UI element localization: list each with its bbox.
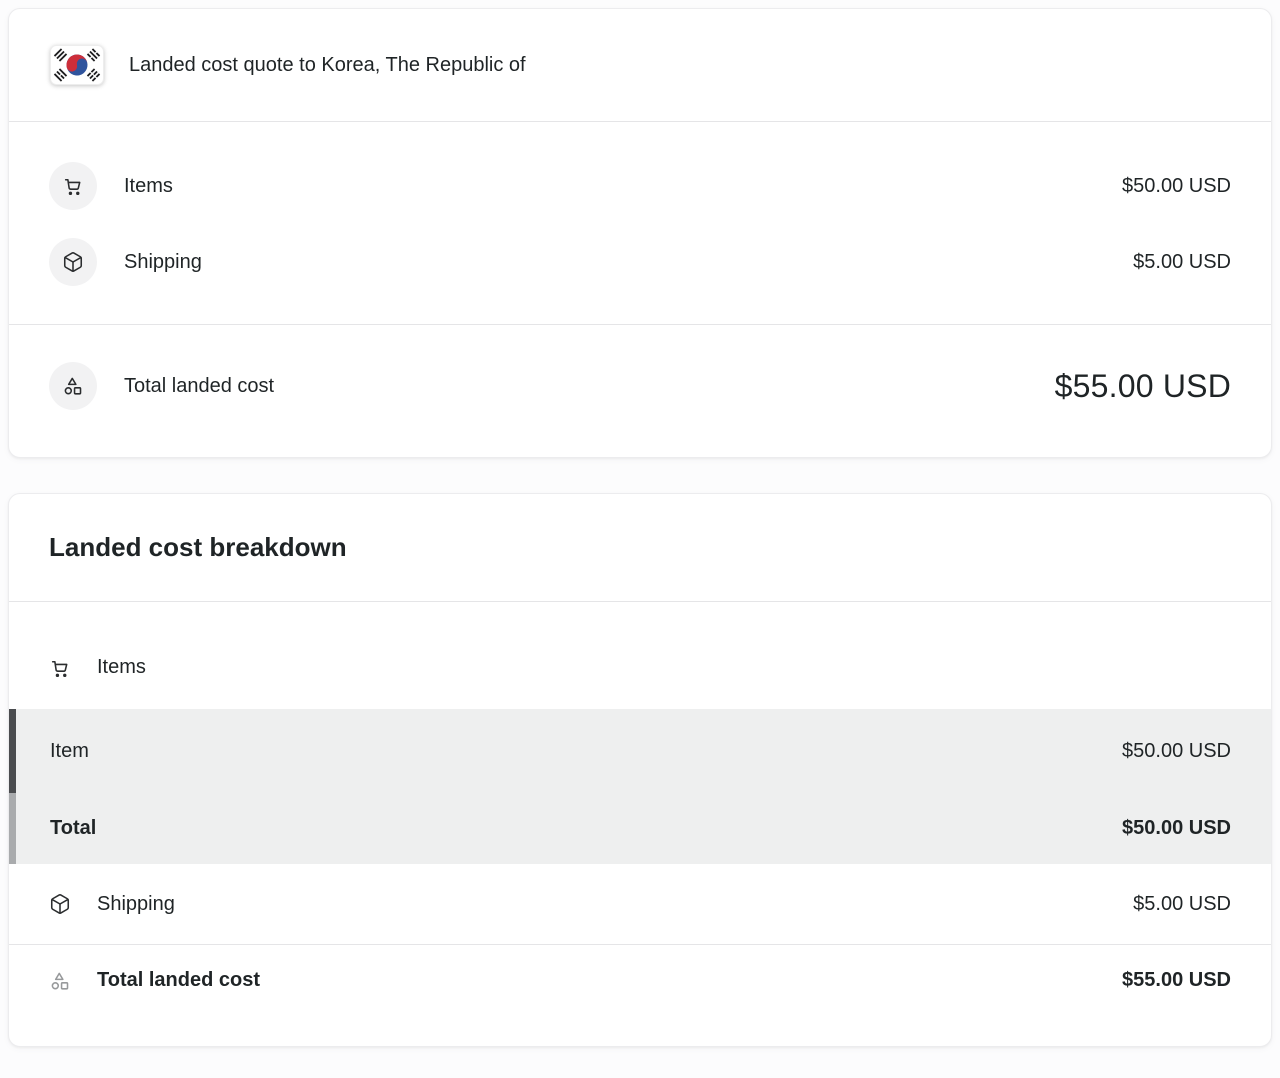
breakdown-shipping-value: $5.00 USD <box>1133 892 1231 915</box>
divider <box>9 121 1271 122</box>
breakdown-shipping-row: Shipping $5.00 USD <box>9 864 1271 945</box>
breakdown-total-row: Total landed cost $55.00 USD <box>9 945 1271 1046</box>
breakdown-items-section-header: Items <box>9 602 1271 709</box>
quote-title: Landed cost quote to Korea, The Republic… <box>129 53 526 76</box>
quote-items-label: Items <box>124 174 173 197</box>
quote-shipping-value: $5.00 USD <box>1133 250 1231 273</box>
shapes-icon <box>49 362 97 410</box>
quote-shipping-row: Shipping $5.00 USD <box>49 224 1231 300</box>
breakdown-item-label: Item <box>50 739 89 762</box>
quote-total-row: Total landed cost $55.00 USD <box>49 353 1231 419</box>
quote-shipping-label: Shipping <box>124 250 202 273</box>
breakdown-item-value: $50.00 USD <box>1122 739 1231 762</box>
breakdown-item-row: Item $50.00 USD <box>9 709 1271 793</box>
landed-cost-quote-card: Landed cost quote to Korea, The Republic… <box>8 8 1272 458</box>
breakdown-items-header-label: Items <box>97 656 146 678</box>
landed-cost-breakdown-card: Landed cost breakdown Items Item $50.00 … <box>8 493 1272 1047</box>
quote-total-label: Total landed cost <box>124 374 275 397</box>
breakdown-items-total-row: Total $50.00 USD <box>9 793 1271 864</box>
korea-flag-icon <box>49 45 105 85</box>
shapes-icon <box>49 970 71 992</box>
breakdown-shipping-label: Shipping <box>97 892 175 915</box>
quote-items-value: $50.00 USD <box>1122 174 1231 197</box>
divider <box>9 324 1271 325</box>
breakdown-header: Landed cost breakdown <box>9 494 1271 601</box>
breakdown-total-value: $55.00 USD <box>1122 969 1231 991</box>
cart-icon <box>49 657 71 679</box>
breakdown-items-total-label: Total <box>50 817 97 839</box>
divider <box>9 601 1271 602</box>
breakdown-total-label: Total landed cost <box>97 969 260 991</box>
quote-total-value: $55.00 USD <box>1054 367 1231 404</box>
breakdown-items-total-value: $50.00 USD <box>1122 817 1231 839</box>
package-icon <box>49 238 97 286</box>
breakdown-title: Landed cost breakdown <box>49 532 347 562</box>
quote-items-row: Items $50.00 USD <box>49 148 1231 224</box>
quote-header: Landed cost quote to Korea, The Republic… <box>9 9 1271 121</box>
cart-icon <box>49 162 97 210</box>
package-icon <box>49 893 71 915</box>
